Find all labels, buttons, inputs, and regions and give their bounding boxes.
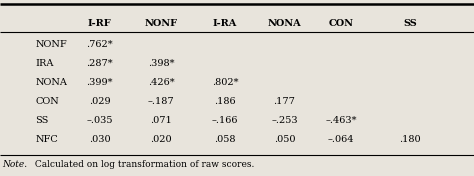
Text: .398*: .398* — [148, 59, 174, 68]
Text: –.253: –.253 — [271, 116, 298, 125]
Text: .030: .030 — [89, 135, 110, 144]
Text: NONF: NONF — [145, 19, 178, 28]
Text: NONA: NONA — [36, 78, 67, 87]
Text: .762*: .762* — [86, 40, 113, 49]
Text: SS: SS — [403, 19, 417, 28]
Text: CON: CON — [329, 19, 354, 28]
Text: .186: .186 — [214, 97, 236, 106]
Text: .071: .071 — [150, 116, 172, 125]
Text: NONF: NONF — [36, 40, 67, 49]
Text: .287*: .287* — [86, 59, 113, 68]
Text: –.166: –.166 — [212, 116, 238, 125]
Text: .050: .050 — [273, 135, 295, 144]
Text: –.463*: –.463* — [326, 116, 357, 125]
Text: .426*: .426* — [148, 78, 174, 87]
Text: .058: .058 — [214, 135, 236, 144]
Text: .020: .020 — [150, 135, 172, 144]
Text: –.035: –.035 — [86, 116, 113, 125]
Text: .802*: .802* — [212, 78, 238, 87]
Text: –.064: –.064 — [328, 135, 355, 144]
Text: .399*: .399* — [86, 78, 113, 87]
Text: .177: .177 — [273, 97, 295, 106]
Text: IRA: IRA — [36, 59, 54, 68]
Text: Note.: Note. — [2, 160, 27, 169]
Text: NFC: NFC — [36, 135, 58, 144]
Text: I-RF: I-RF — [88, 19, 111, 28]
Text: –.187: –.187 — [148, 97, 174, 106]
Text: SS: SS — [36, 116, 49, 125]
Text: NONA: NONA — [267, 19, 301, 28]
Text: Calculated on log transformation of raw scores.: Calculated on log transformation of raw … — [32, 160, 254, 169]
Text: .180: .180 — [399, 135, 421, 144]
Text: .029: .029 — [89, 97, 110, 106]
Text: I-RA: I-RA — [213, 19, 237, 28]
Text: CON: CON — [36, 97, 59, 106]
